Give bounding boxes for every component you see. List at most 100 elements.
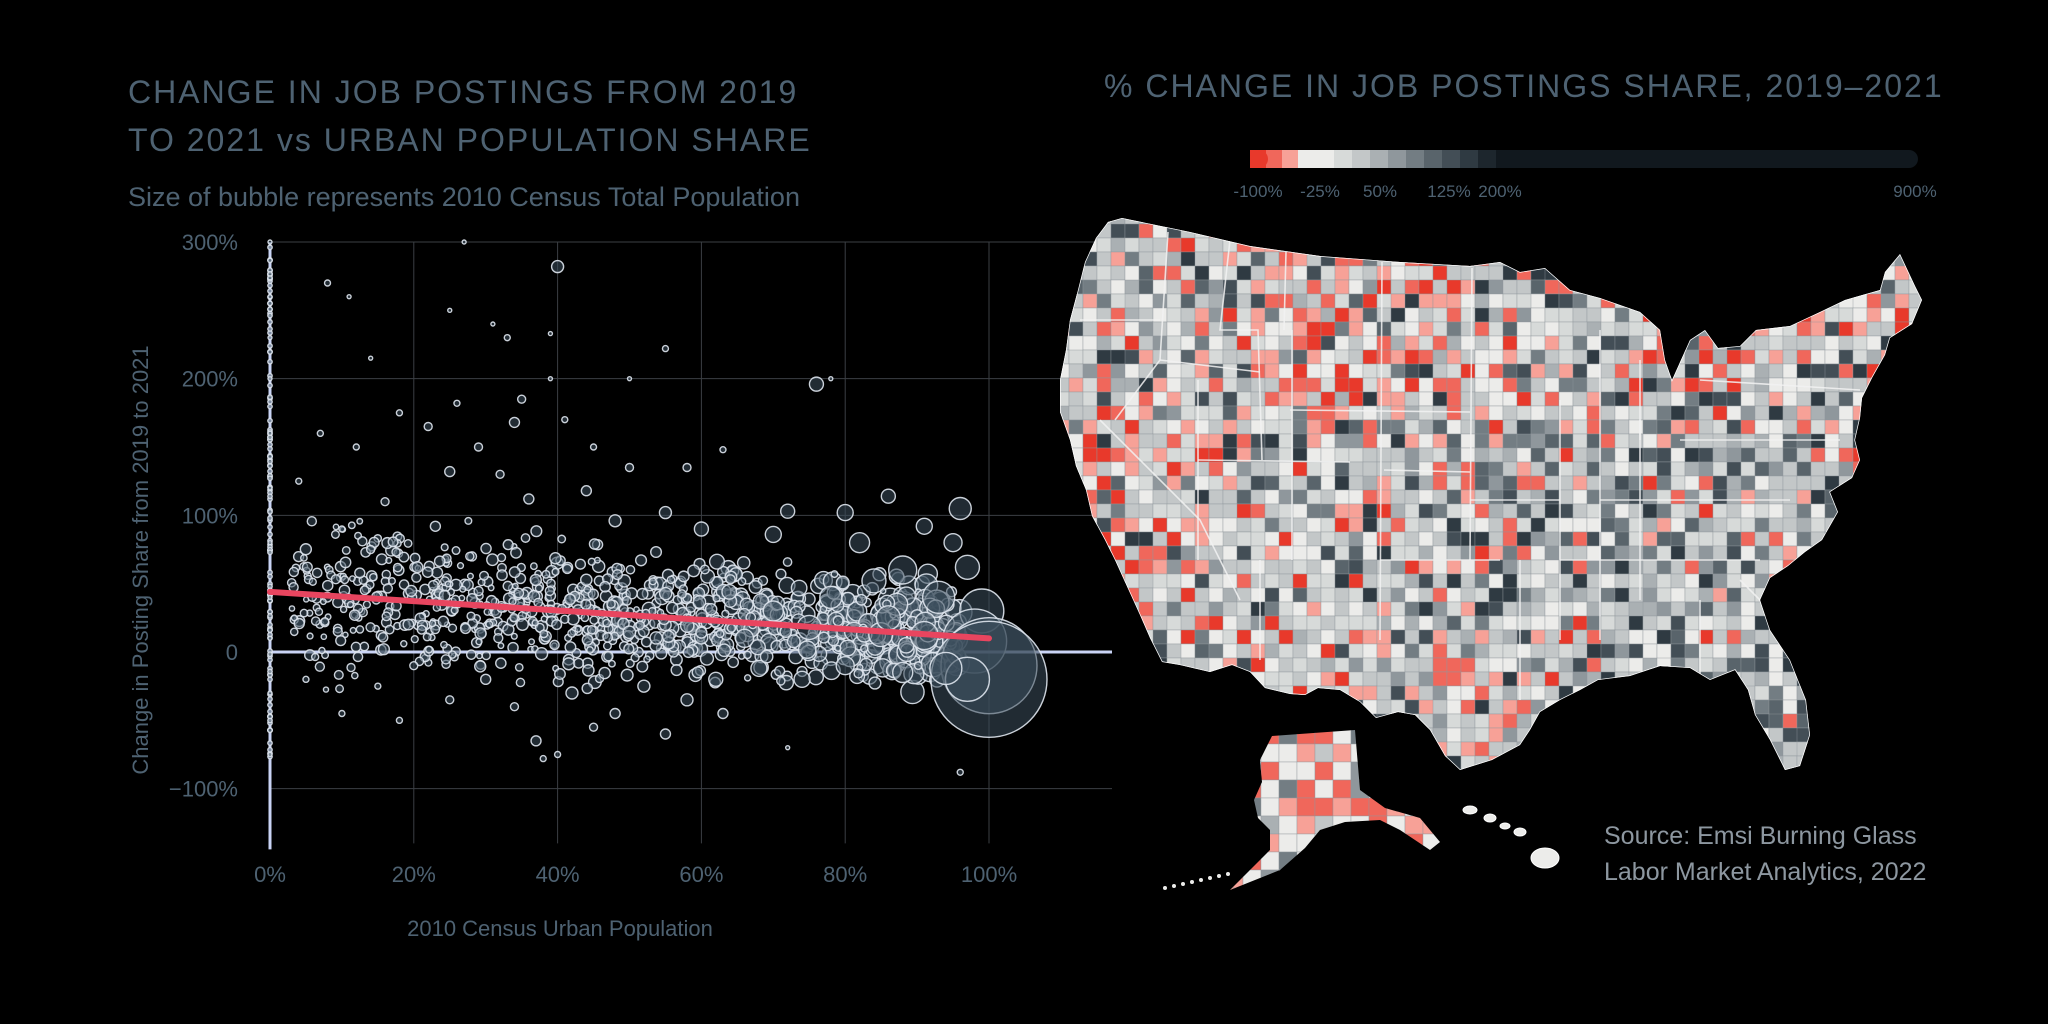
county-cell bbox=[1698, 321, 1714, 337]
county-cell bbox=[1166, 377, 1182, 393]
county-cell bbox=[1614, 335, 1630, 351]
county-cell bbox=[1656, 363, 1672, 379]
bubble bbox=[497, 642, 505, 650]
bubble bbox=[625, 587, 638, 600]
county-cell bbox=[1670, 461, 1686, 477]
county-cell bbox=[1796, 377, 1812, 393]
county-cell bbox=[1684, 671, 1700, 687]
county-cell bbox=[1404, 335, 1420, 351]
county-cell bbox=[1544, 615, 1560, 631]
bubble bbox=[451, 546, 461, 556]
county-cell bbox=[1222, 307, 1238, 323]
county-cell bbox=[1810, 629, 1840, 645]
county-cell bbox=[1222, 223, 1252, 239]
county-cell bbox=[1796, 461, 1812, 477]
bubble bbox=[267, 485, 273, 491]
county-cell bbox=[1488, 685, 1504, 701]
county-cell bbox=[1824, 447, 1840, 463]
county-cell bbox=[1586, 685, 1602, 701]
county-cell bbox=[1460, 218, 1476, 225]
bubble bbox=[310, 616, 321, 626]
county-cell bbox=[1796, 391, 1812, 407]
county-cell bbox=[1754, 559, 1770, 575]
state-border bbox=[1099, 419, 1241, 601]
county-cell bbox=[1068, 321, 1084, 337]
county-cell bbox=[1656, 727, 1672, 743]
county-cell bbox=[1530, 363, 1546, 379]
county-cell bbox=[1208, 573, 1224, 589]
county-cell bbox=[1740, 573, 1756, 589]
county-cell bbox=[1670, 223, 1686, 239]
county-cell bbox=[1082, 223, 1098, 239]
county-cell bbox=[1530, 615, 1546, 631]
county-cell bbox=[1614, 223, 1630, 253]
county-cell bbox=[1516, 755, 1532, 770]
county-cell bbox=[1306, 657, 1322, 673]
legend-swatch bbox=[1478, 150, 1496, 168]
county-cell bbox=[1642, 587, 1658, 603]
county-cell bbox=[1082, 321, 1098, 337]
bubble bbox=[695, 626, 708, 639]
county-cell bbox=[1096, 727, 1112, 743]
county-cell bbox=[1488, 307, 1504, 323]
county-cell bbox=[1194, 377, 1210, 393]
county-cell bbox=[1460, 531, 1476, 547]
county-cell bbox=[1264, 279, 1280, 295]
county-cell bbox=[1894, 293, 1910, 309]
county-cell bbox=[1264, 517, 1280, 533]
county-cell bbox=[1418, 559, 1434, 575]
county-cell bbox=[1740, 685, 1756, 701]
county-cell bbox=[1544, 573, 1560, 589]
county-cell bbox=[1320, 223, 1336, 253]
county-cell bbox=[1376, 265, 1392, 281]
county-cell bbox=[1923, 644, 1937, 658]
county-cell bbox=[1740, 433, 1756, 449]
county-cell bbox=[1642, 349, 1658, 365]
county-cell bbox=[1894, 601, 1910, 617]
bubble bbox=[954, 554, 981, 580]
borough-cell bbox=[1441, 780, 1459, 798]
county-cell bbox=[1222, 391, 1238, 407]
bubble bbox=[782, 557, 793, 567]
bubble bbox=[553, 750, 562, 759]
legend-tick-label: 125% bbox=[1427, 182, 1470, 201]
county-cell bbox=[1544, 671, 1560, 687]
county-cell bbox=[1250, 685, 1266, 701]
county-cell bbox=[1754, 218, 1770, 225]
county-cell bbox=[1194, 629, 1210, 645]
county-cell bbox=[1824, 335, 1840, 351]
county-cell bbox=[1475, 784, 1489, 798]
x-tick-label: 0% bbox=[254, 862, 286, 887]
county-cell bbox=[1782, 293, 1798, 309]
county-cell bbox=[1740, 517, 1756, 533]
county-cell bbox=[1404, 545, 1420, 561]
county-cell bbox=[1376, 657, 1392, 673]
county-cell bbox=[1292, 307, 1308, 323]
county-cell bbox=[1754, 293, 1770, 309]
county-cell bbox=[1558, 643, 1574, 659]
borough-cell bbox=[1422, 851, 1440, 871]
county-cell bbox=[1586, 559, 1602, 575]
county-cell bbox=[1852, 741, 1868, 757]
county-cell bbox=[1362, 531, 1378, 547]
county-cell bbox=[1060, 419, 1070, 435]
county-cell bbox=[1222, 741, 1238, 757]
county-cell bbox=[1180, 405, 1196, 421]
bubble bbox=[347, 521, 356, 530]
borough-cell bbox=[1296, 887, 1316, 890]
county-cell bbox=[1516, 321, 1532, 337]
county-cell bbox=[1096, 447, 1112, 463]
bubble bbox=[547, 375, 554, 382]
bubble bbox=[539, 629, 549, 639]
county-cell bbox=[1628, 517, 1644, 533]
county-cell bbox=[1572, 251, 1588, 267]
bubble bbox=[779, 503, 796, 519]
county-cell bbox=[1530, 377, 1546, 393]
county-cell bbox=[1152, 685, 1168, 701]
county-cell bbox=[1810, 713, 1826, 729]
bubble bbox=[479, 570, 490, 581]
county-cell bbox=[1558, 335, 1574, 351]
county-cell bbox=[1894, 419, 1910, 449]
county-cell bbox=[1908, 461, 1922, 477]
county-cell bbox=[1208, 517, 1224, 533]
